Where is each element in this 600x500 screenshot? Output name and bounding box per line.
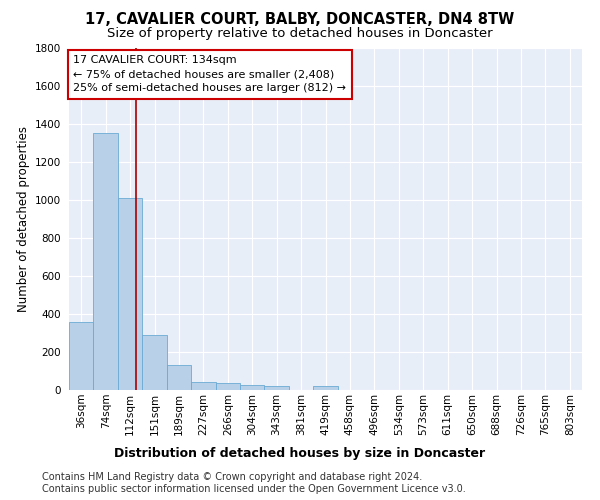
Bar xyxy=(69,322,94,390)
Bar xyxy=(191,382,215,390)
Bar xyxy=(265,386,289,390)
Bar xyxy=(142,335,167,390)
Y-axis label: Number of detached properties: Number of detached properties xyxy=(17,126,29,312)
Bar xyxy=(240,385,265,390)
Text: Contains HM Land Registry data © Crown copyright and database right 2024.
Contai: Contains HM Land Registry data © Crown c… xyxy=(42,472,466,494)
Bar xyxy=(313,386,338,390)
Text: Distribution of detached houses by size in Doncaster: Distribution of detached houses by size … xyxy=(115,448,485,460)
Bar xyxy=(167,366,191,390)
Bar xyxy=(215,384,240,390)
Text: 17, CAVALIER COURT, BALBY, DONCASTER, DN4 8TW: 17, CAVALIER COURT, BALBY, DONCASTER, DN… xyxy=(85,12,515,28)
Bar xyxy=(118,198,142,390)
Bar xyxy=(94,133,118,390)
Text: 17 CAVALIER COURT: 134sqm
← 75% of detached houses are smaller (2,408)
25% of se: 17 CAVALIER COURT: 134sqm ← 75% of detac… xyxy=(73,55,346,93)
Text: Size of property relative to detached houses in Doncaster: Size of property relative to detached ho… xyxy=(107,28,493,40)
